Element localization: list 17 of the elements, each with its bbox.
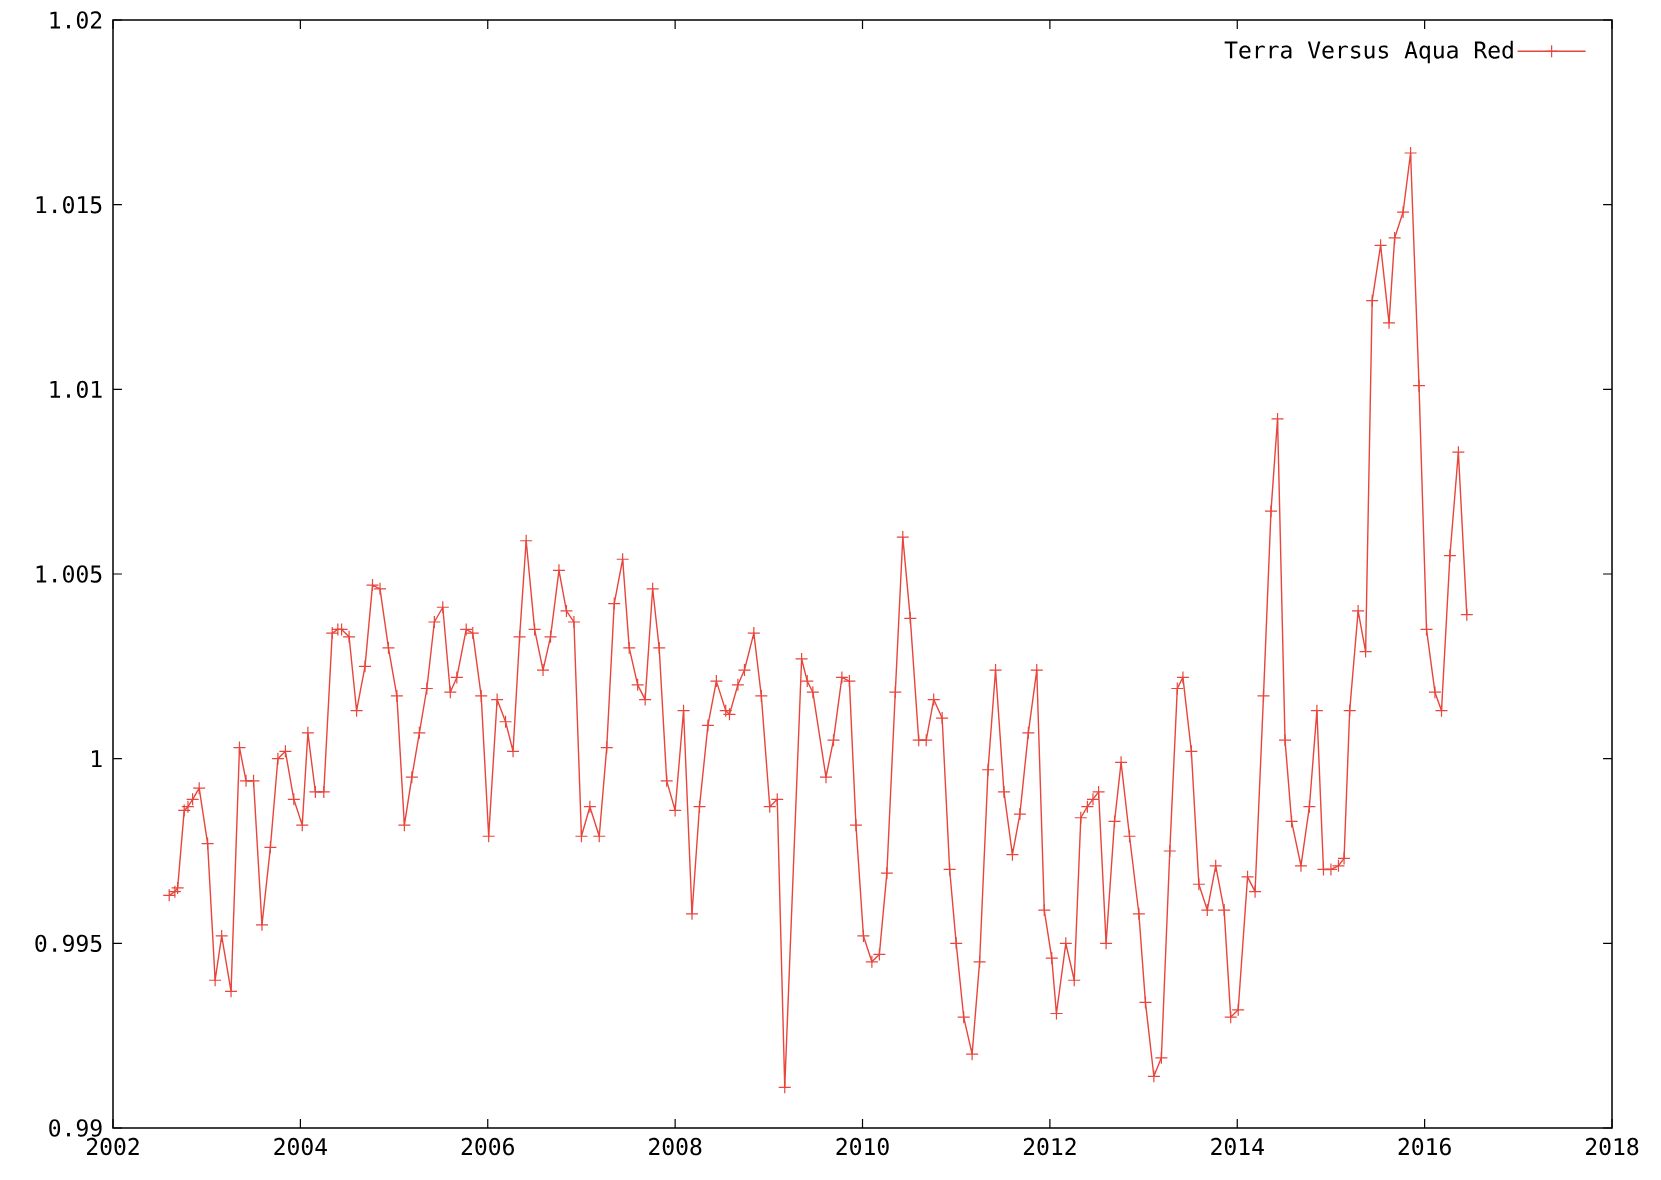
x-tick-label: 2002 xyxy=(87,1137,139,1156)
x-tick-label: 2006 xyxy=(461,1137,514,1156)
y-tick-label: 1 xyxy=(92,750,102,768)
x-tick-label: 2010 xyxy=(836,1137,889,1156)
y-tick-label: 1.01 xyxy=(50,380,102,399)
x-tick-label: 2012 xyxy=(1023,1137,1076,1156)
y-tick-label: 1.015 xyxy=(36,195,102,214)
x-tick-label: 2008 xyxy=(649,1137,702,1156)
legend-label: Terra Versus Aqua Red xyxy=(1224,40,1513,64)
x-tick-label: 2014 xyxy=(1211,1137,1264,1156)
y-tick-label: 1.005 xyxy=(36,565,102,583)
y-tick-label: 1.02 xyxy=(50,11,102,29)
x-tick-label: 2016 xyxy=(1398,1137,1451,1156)
y-tick-label: 0.995 xyxy=(35,934,102,953)
x-tick-label: 2018 xyxy=(1586,1137,1639,1156)
x-tick-label: 2004 xyxy=(274,1137,327,1156)
y-tick-label: 0.99 xyxy=(49,1119,102,1137)
